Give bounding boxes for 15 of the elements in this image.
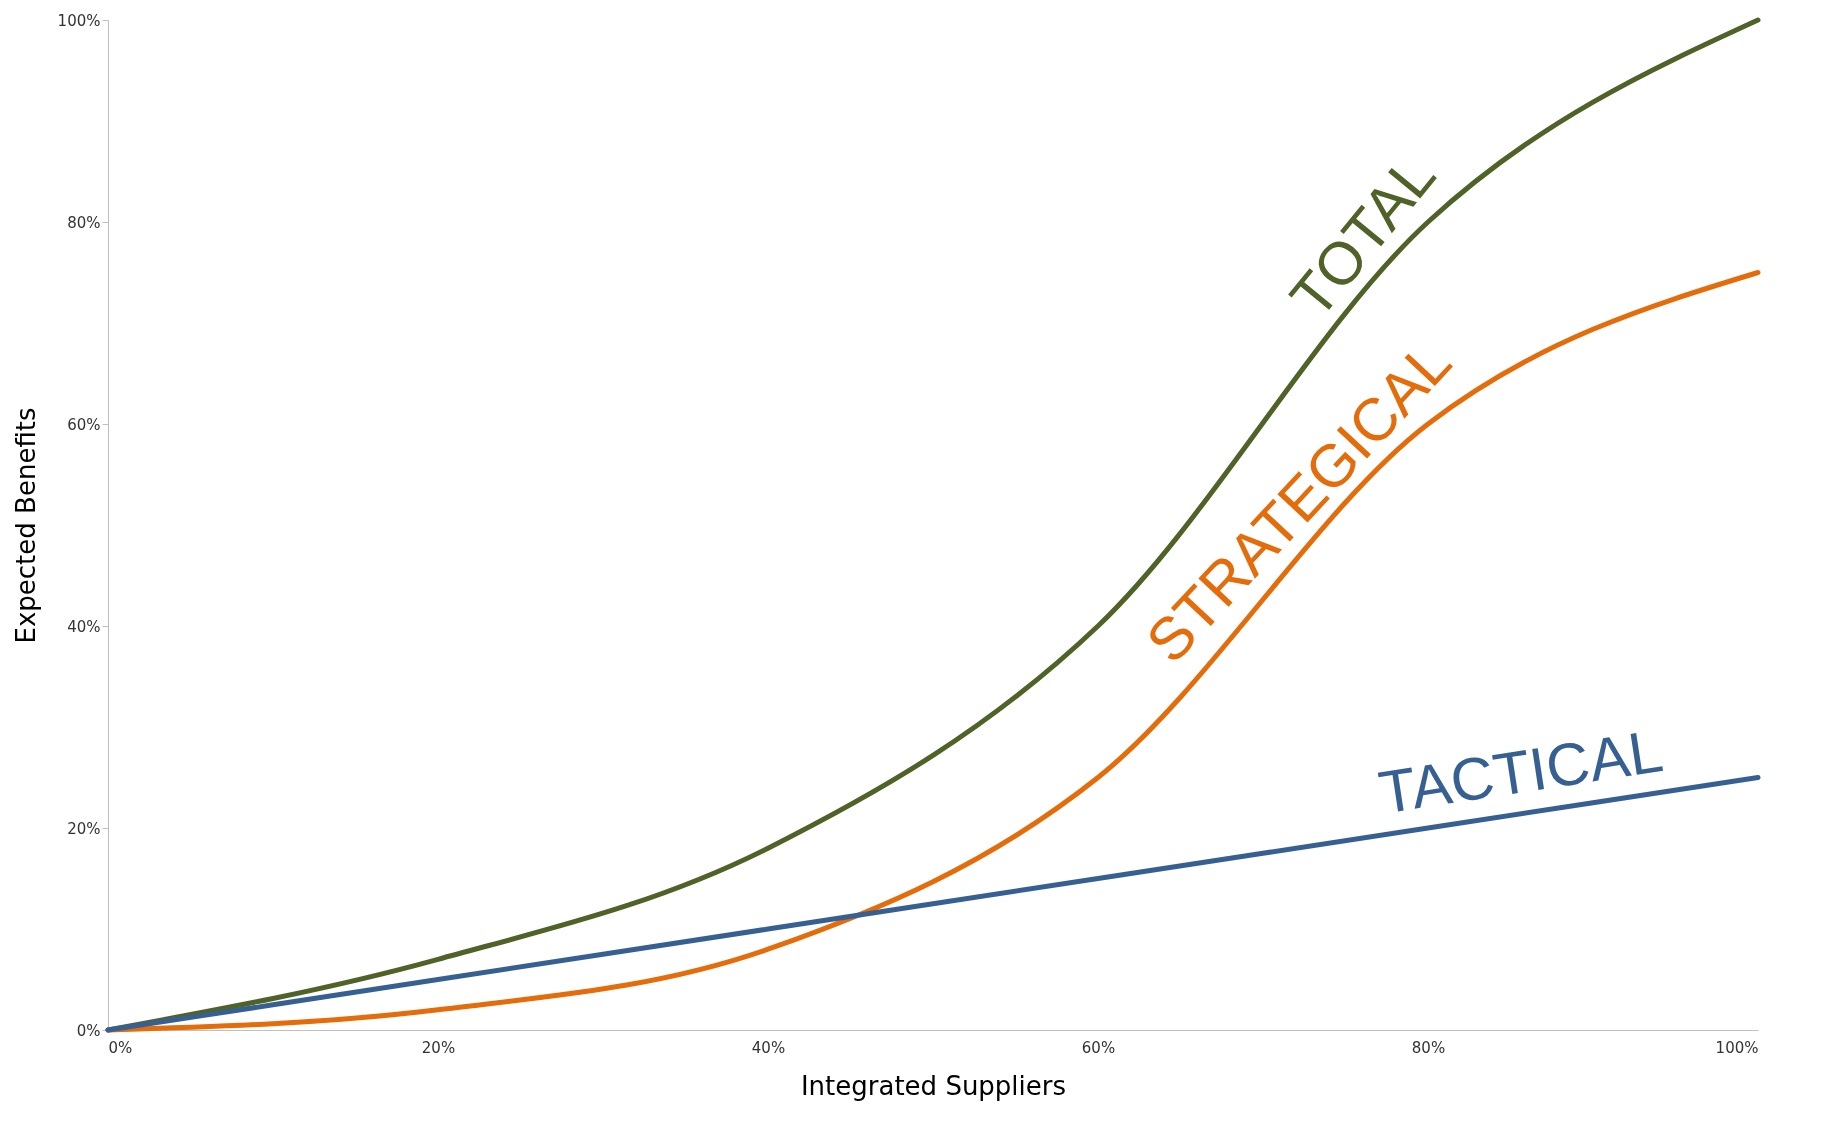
- y-tick-label: 100%: [57, 11, 101, 30]
- x-axis-title: Integrated Suppliers: [800, 1070, 1067, 1101]
- x-tick-label: 80%: [1411, 1038, 1446, 1057]
- y-tick-label: 20%: [67, 819, 101, 838]
- x-tick-label: 40%: [751, 1038, 786, 1057]
- y-tick-label: 40%: [67, 617, 101, 636]
- text: TACTICAL: [1374, 717, 1667, 827]
- x-tick-label: 100%: [1715, 1038, 1759, 1057]
- y-tick-label: 0%: [76, 1021, 101, 1040]
- x-tick-label: 20%: [421, 1038, 456, 1057]
- x-tick-label: 0%: [108, 1038, 133, 1057]
- y-axis-title: Expected Benefits: [10, 407, 41, 644]
- y-tick-label: 80%: [67, 213, 101, 232]
- y-tick-label: 60%: [67, 415, 101, 434]
- x-tick-label: 60%: [1081, 1038, 1116, 1057]
